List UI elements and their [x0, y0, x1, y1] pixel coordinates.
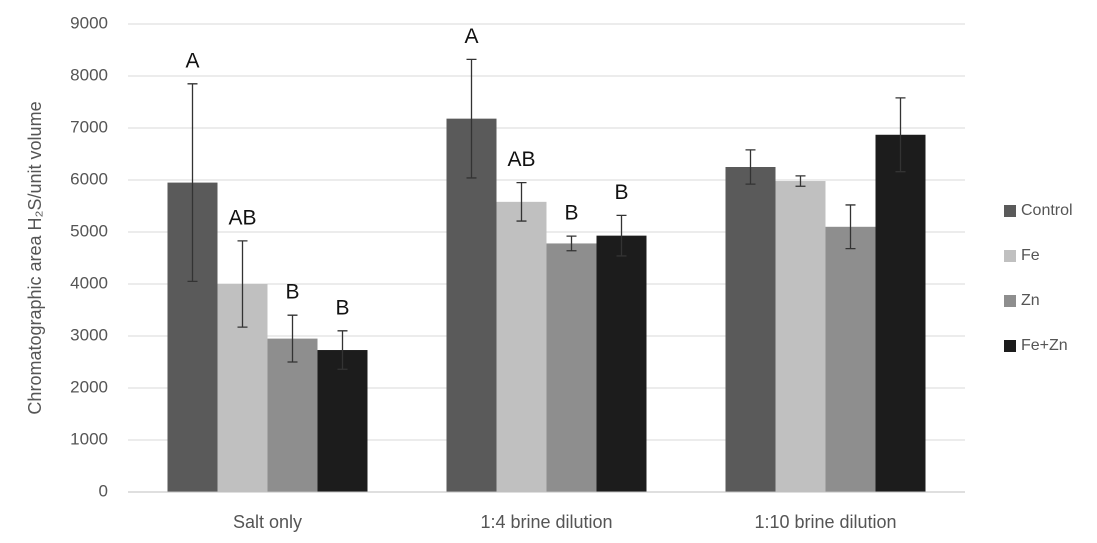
bar: [267, 338, 318, 492]
bar: [775, 181, 826, 493]
significance-letter: A: [464, 25, 478, 48]
y-tick-label: 7000: [70, 117, 108, 136]
error-bar: [337, 330, 348, 370]
error-bar: [745, 149, 756, 185]
significance-letter: AB: [228, 206, 256, 229]
y-tick-label: 1000: [70, 429, 108, 448]
error-bar: [287, 314, 298, 363]
legend-label: Fe+Zn: [1021, 337, 1068, 354]
significance-letter: B: [614, 181, 628, 204]
bar: [725, 167, 776, 492]
error-bar: [237, 240, 248, 328]
error-bar: [616, 214, 627, 257]
y-tick-label: 4000: [70, 273, 108, 292]
legend-swatch: [1004, 340, 1016, 352]
bar: [546, 243, 597, 492]
legend-swatch: [1004, 295, 1016, 307]
x-tick-label: Salt only: [233, 512, 302, 532]
error-bar: [466, 58, 477, 179]
y-tick-label: 0: [99, 481, 108, 500]
significance-letter: B: [335, 296, 349, 319]
y-tick-label: 5000: [70, 221, 108, 240]
significance-letter: B: [564, 202, 578, 225]
significance-letter: A: [185, 49, 199, 72]
bar: [825, 226, 876, 493]
bar: [875, 134, 926, 492]
bar: [446, 118, 497, 492]
y-tick-label: 3000: [70, 325, 108, 344]
y-tick-label: 2000: [70, 377, 108, 396]
error-bar: [187, 83, 198, 283]
significance-letter: AB: [507, 148, 535, 171]
error-bar: [845, 204, 856, 250]
legend-swatch: [1004, 205, 1016, 217]
error-bar: [566, 235, 577, 252]
error-bar: [895, 97, 906, 173]
y-tick-label: 6000: [70, 169, 108, 188]
y-axis-label: Chromatographic area H₂S/unit volume: [25, 101, 45, 414]
bar: [596, 235, 647, 492]
legend-label: Fe: [1021, 247, 1040, 264]
error-bar: [516, 181, 527, 222]
y-tick-label: 9000: [70, 13, 108, 32]
bar: [496, 201, 547, 492]
y-tick-label: 8000: [70, 65, 108, 84]
legend-label: Control: [1021, 202, 1073, 219]
significance-letter: B: [285, 281, 299, 304]
error-bar: [795, 175, 806, 187]
legend-label: Zn: [1021, 292, 1040, 309]
x-tick-label: 1:10 brine dilution: [754, 512, 896, 532]
bar: [317, 350, 368, 492]
legend-swatch: [1004, 250, 1016, 262]
x-tick-label: 1:4 brine dilution: [480, 512, 612, 532]
